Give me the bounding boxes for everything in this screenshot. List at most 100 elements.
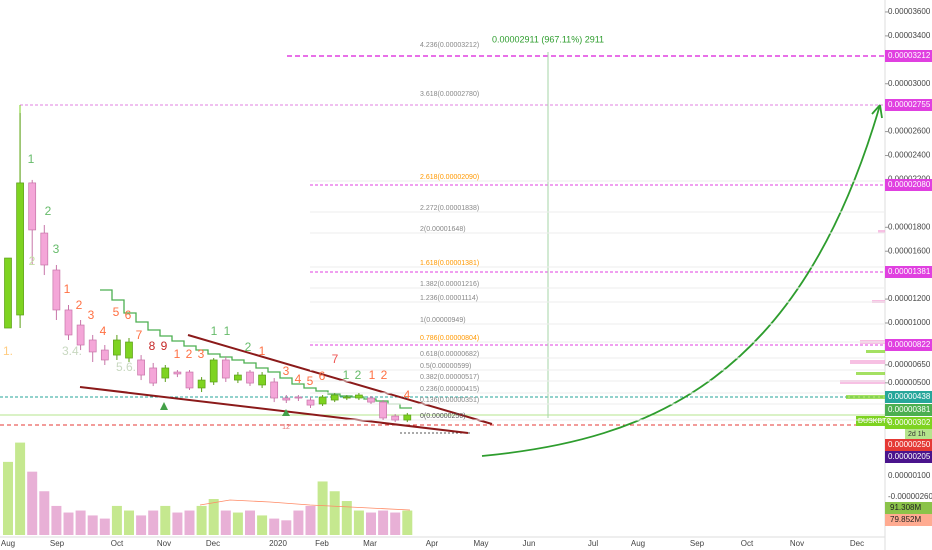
candle-body (209, 359, 218, 383)
profile-bar (856, 372, 885, 375)
y-tick-label: 0.00002400 (888, 151, 931, 160)
trend-line (187, 334, 493, 425)
fib-label: 0.786(0.00000804) (420, 335, 479, 342)
candle-body (64, 309, 73, 336)
candle-body (391, 415, 400, 421)
price-tag (885, 404, 932, 416)
x-tick-label: Apr (426, 539, 439, 548)
price-tag-label: 0.00000302 (888, 418, 931, 427)
candle-body (185, 371, 194, 389)
td-count: 1 (224, 324, 231, 338)
y-tick-label: 0.00001600 (888, 246, 931, 255)
fib-label: 1.236(0.00001114) (420, 295, 478, 302)
price-tag (885, 50, 932, 62)
td-count: 9 (161, 339, 168, 353)
td-count: 1. (3, 344, 13, 358)
candle-body (246, 371, 254, 384)
volume-bar (378, 510, 389, 535)
td-count: 8 (149, 339, 156, 353)
projection-curve (481, 104, 881, 457)
x-tick-label: Feb (315, 539, 329, 548)
trend-line (79, 386, 469, 434)
volume-tag (885, 502, 932, 514)
price-tag-label: 0.00003212 (888, 51, 931, 60)
y-tick-label: 0.00001200 (888, 294, 931, 303)
td-count: 1 (211, 324, 218, 338)
volume-bar (293, 510, 304, 535)
x-tick-label: Dec (206, 539, 220, 548)
candle-body (149, 367, 158, 384)
price-tag (885, 391, 932, 403)
signal-marker (160, 402, 168, 410)
td-count: 4 (100, 324, 107, 338)
td-count: 1 (64, 282, 71, 296)
volume-bar (124, 510, 134, 535)
volume-bar (148, 510, 159, 535)
price-tag (885, 339, 932, 351)
signal-marker (282, 409, 290, 416)
candle-body (330, 394, 339, 401)
td-count: 6 (319, 369, 326, 383)
td-count: 3.4. (62, 344, 82, 358)
candle-body (342, 396, 351, 399)
td-count: 2 (355, 368, 362, 382)
volume-bar (75, 510, 86, 535)
volume-bar (172, 512, 183, 535)
candle-body (4, 257, 12, 329)
y-tick-label: 0.00001800 (888, 222, 931, 231)
symbol-tag (856, 416, 885, 426)
x-tick-label: Jul (588, 539, 598, 548)
volume-bar (196, 505, 207, 535)
td-count: 1 (369, 368, 376, 382)
td-count: 3 (53, 242, 60, 256)
fib-label: 1(0.00000949) (420, 317, 466, 324)
volume-bar (136, 515, 147, 535)
td-count: 5 (113, 305, 120, 319)
volume-bar (111, 505, 122, 535)
fib-label: 0.382(0.00000517) (420, 374, 479, 381)
td-count: 5 (307, 374, 314, 388)
candle-body (367, 397, 375, 403)
volume-profile (846, 350, 885, 399)
profile-bar (850, 360, 885, 364)
td-count: 1 (343, 368, 350, 382)
td-count: 2 (186, 347, 193, 361)
x-tick-label: Nov (157, 539, 171, 548)
volume-bar (27, 471, 38, 535)
fib-label: 0.618(0.00000682) (420, 351, 479, 358)
volume-bar (281, 520, 292, 535)
fib-label: 3.618(0.00002780) (420, 91, 479, 98)
td-count: 1 (174, 347, 181, 361)
volume-bar (15, 442, 26, 535)
volume-bar (63, 512, 74, 535)
td-count: 3 (88, 308, 95, 322)
volume-tag-label: 79.852M (890, 515, 921, 524)
y-tick-label: 0.00003600 (888, 7, 931, 16)
fib-label: 0.5(0.00000599) (420, 363, 471, 370)
candle-body (282, 397, 291, 401)
td-count: 1 (28, 152, 35, 166)
y-tick-label: 0.00003000 (888, 79, 931, 88)
candle-body (76, 324, 85, 346)
profile-bar (878, 230, 885, 233)
candle-body (379, 401, 387, 419)
volume-bar (160, 505, 171, 535)
candle-body (403, 414, 412, 421)
x-tick-label: Nov (790, 539, 804, 548)
price-tag-label: 0.00001381 (888, 267, 931, 276)
volume-bar (51, 505, 62, 535)
candle-body (355, 394, 363, 399)
price-tag-label: 0.00000205 (888, 452, 931, 461)
candle-body (221, 359, 230, 379)
candle-body (113, 339, 121, 356)
volume-bar (39, 491, 50, 535)
price-tag-label: 0.00000250 (888, 440, 931, 449)
price-tag (885, 179, 932, 191)
fib-label: 2.618(0.00002090) (420, 174, 479, 181)
volume-bar (341, 501, 352, 535)
y-tick-label: 0.00003400 (888, 31, 931, 40)
td-count: 4 (404, 388, 411, 402)
price-tag-label: 0.00002755 (888, 100, 931, 109)
